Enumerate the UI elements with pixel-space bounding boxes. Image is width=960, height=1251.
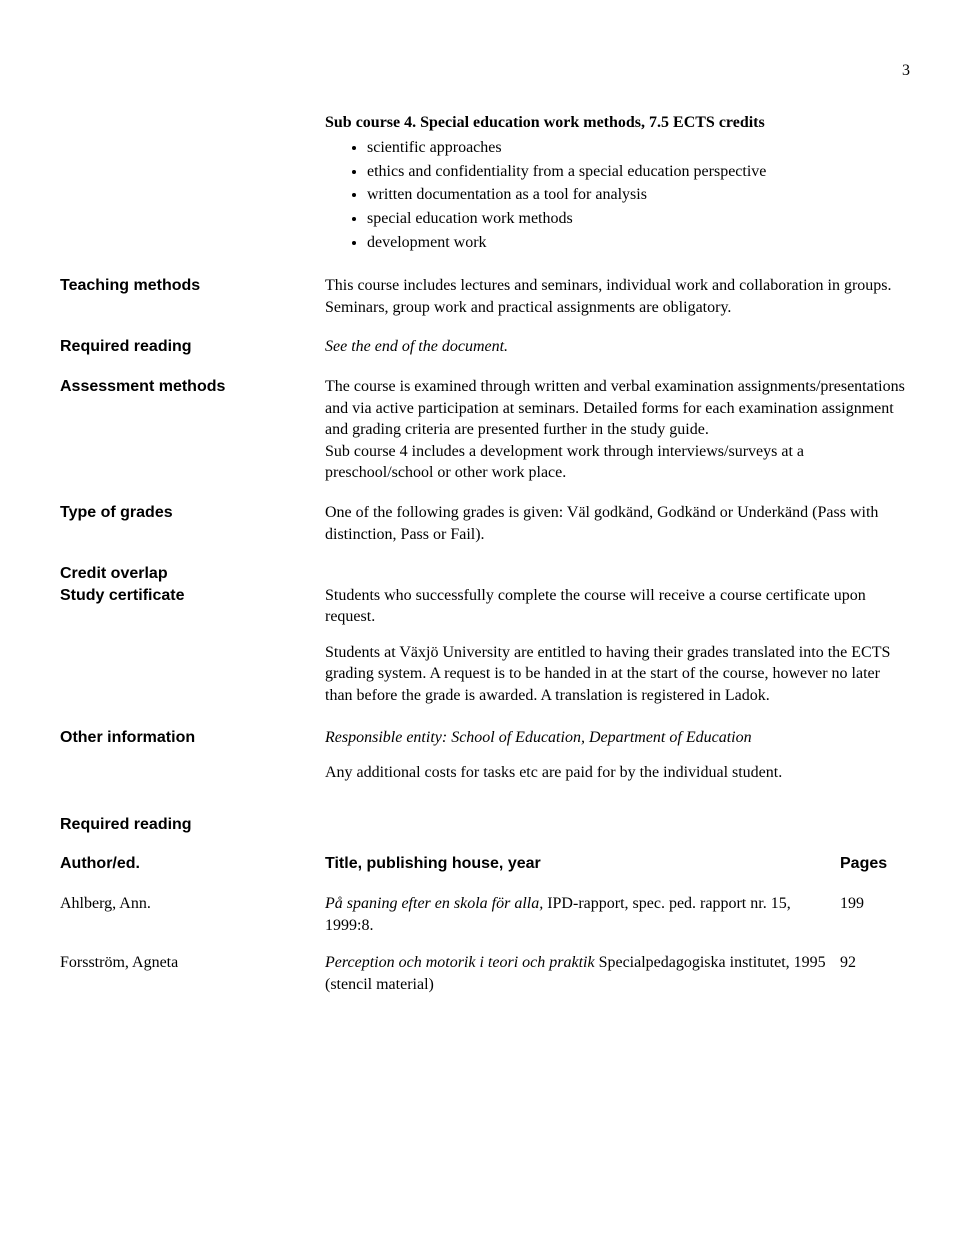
reading-title-italic: Perception och motorik i teori och prakt… [325,954,595,971]
subcourse-heading: Sub course 4. Special education work met… [325,112,910,134]
subcourse-bullets: scientific approaches ethics and confide… [325,137,910,253]
bullet-item: scientific approaches [367,137,910,159]
other-information-row: Other information Responsible entity: Sc… [60,727,910,784]
col-author-header: Author/ed. [60,853,325,875]
assessment-methods-label: Assessment methods [60,376,325,484]
other-information-p2: Any additional costs for tasks etc are p… [325,762,910,784]
required-reading-heading: Required reading [60,814,910,836]
subcourse-block: Sub course 4. Special education work met… [60,112,910,258]
study-certificate-p1: Students who successfully complete the c… [325,585,910,628]
other-information-label: Other information [60,727,325,784]
reading-table-header: Author/ed. Title, publishing house, year… [60,853,910,875]
type-of-grades-label: Type of grades [60,502,325,545]
assessment-methods-p2: Sub course 4 includes a development work… [325,441,910,484]
bullet-item: special education work methods [367,208,910,230]
credit-overlap-label: Credit overlap [60,563,315,585]
teaching-methods-row: Teaching methods This course includes le… [60,275,910,318]
teaching-methods-text: This course includes lectures and semina… [325,275,910,318]
type-of-grades-text: One of the following grades is given: Vä… [325,502,910,545]
reading-pages: 92 [840,952,910,995]
reading-pages: 199 [840,893,910,936]
assessment-methods-p1: The course is examined through written a… [325,376,910,441]
reading-row: Ahlberg, Ann. På spaning efter en skola … [60,893,910,936]
study-certificate-p2: Students at Växjö University are entitle… [325,642,910,707]
col-pages-header: Pages [840,853,910,875]
bullet-item: development work [367,232,910,254]
bullet-item: ethics and confidentiality from a specia… [367,161,910,183]
other-information-p1: Responsible entity: School of Education,… [325,727,910,749]
type-of-grades-row: Type of grades One of the following grad… [60,502,910,545]
page-number: 3 [60,60,910,82]
reading-author: Ahlberg, Ann. [60,893,325,936]
bullet-item: written documentation as a tool for anal… [367,184,910,206]
col-title-header: Title, publishing house, year [325,853,840,875]
reading-author: Forsström, Agneta [60,952,325,995]
reading-title: Perception och motorik i teori och prakt… [325,952,840,995]
study-certificate-label: Study certificate [60,585,315,607]
reading-row: Forsström, Agneta Perception och motorik… [60,952,910,995]
reading-title-italic: På spaning efter en skola för alla, [325,895,543,912]
required-reading-ref-row: Required reading See the end of the docu… [60,336,910,358]
teaching-methods-label: Teaching methods [60,275,325,318]
required-reading-ref-text: See the end of the document. [325,336,910,358]
assessment-methods-row: Assessment methods The course is examine… [60,376,910,484]
credit-study-row: Credit overlap Study certificate Student… [60,563,910,721]
reading-title: På spaning efter en skola för alla, IPD-… [325,893,840,936]
required-reading-ref-label: Required reading [60,336,325,358]
